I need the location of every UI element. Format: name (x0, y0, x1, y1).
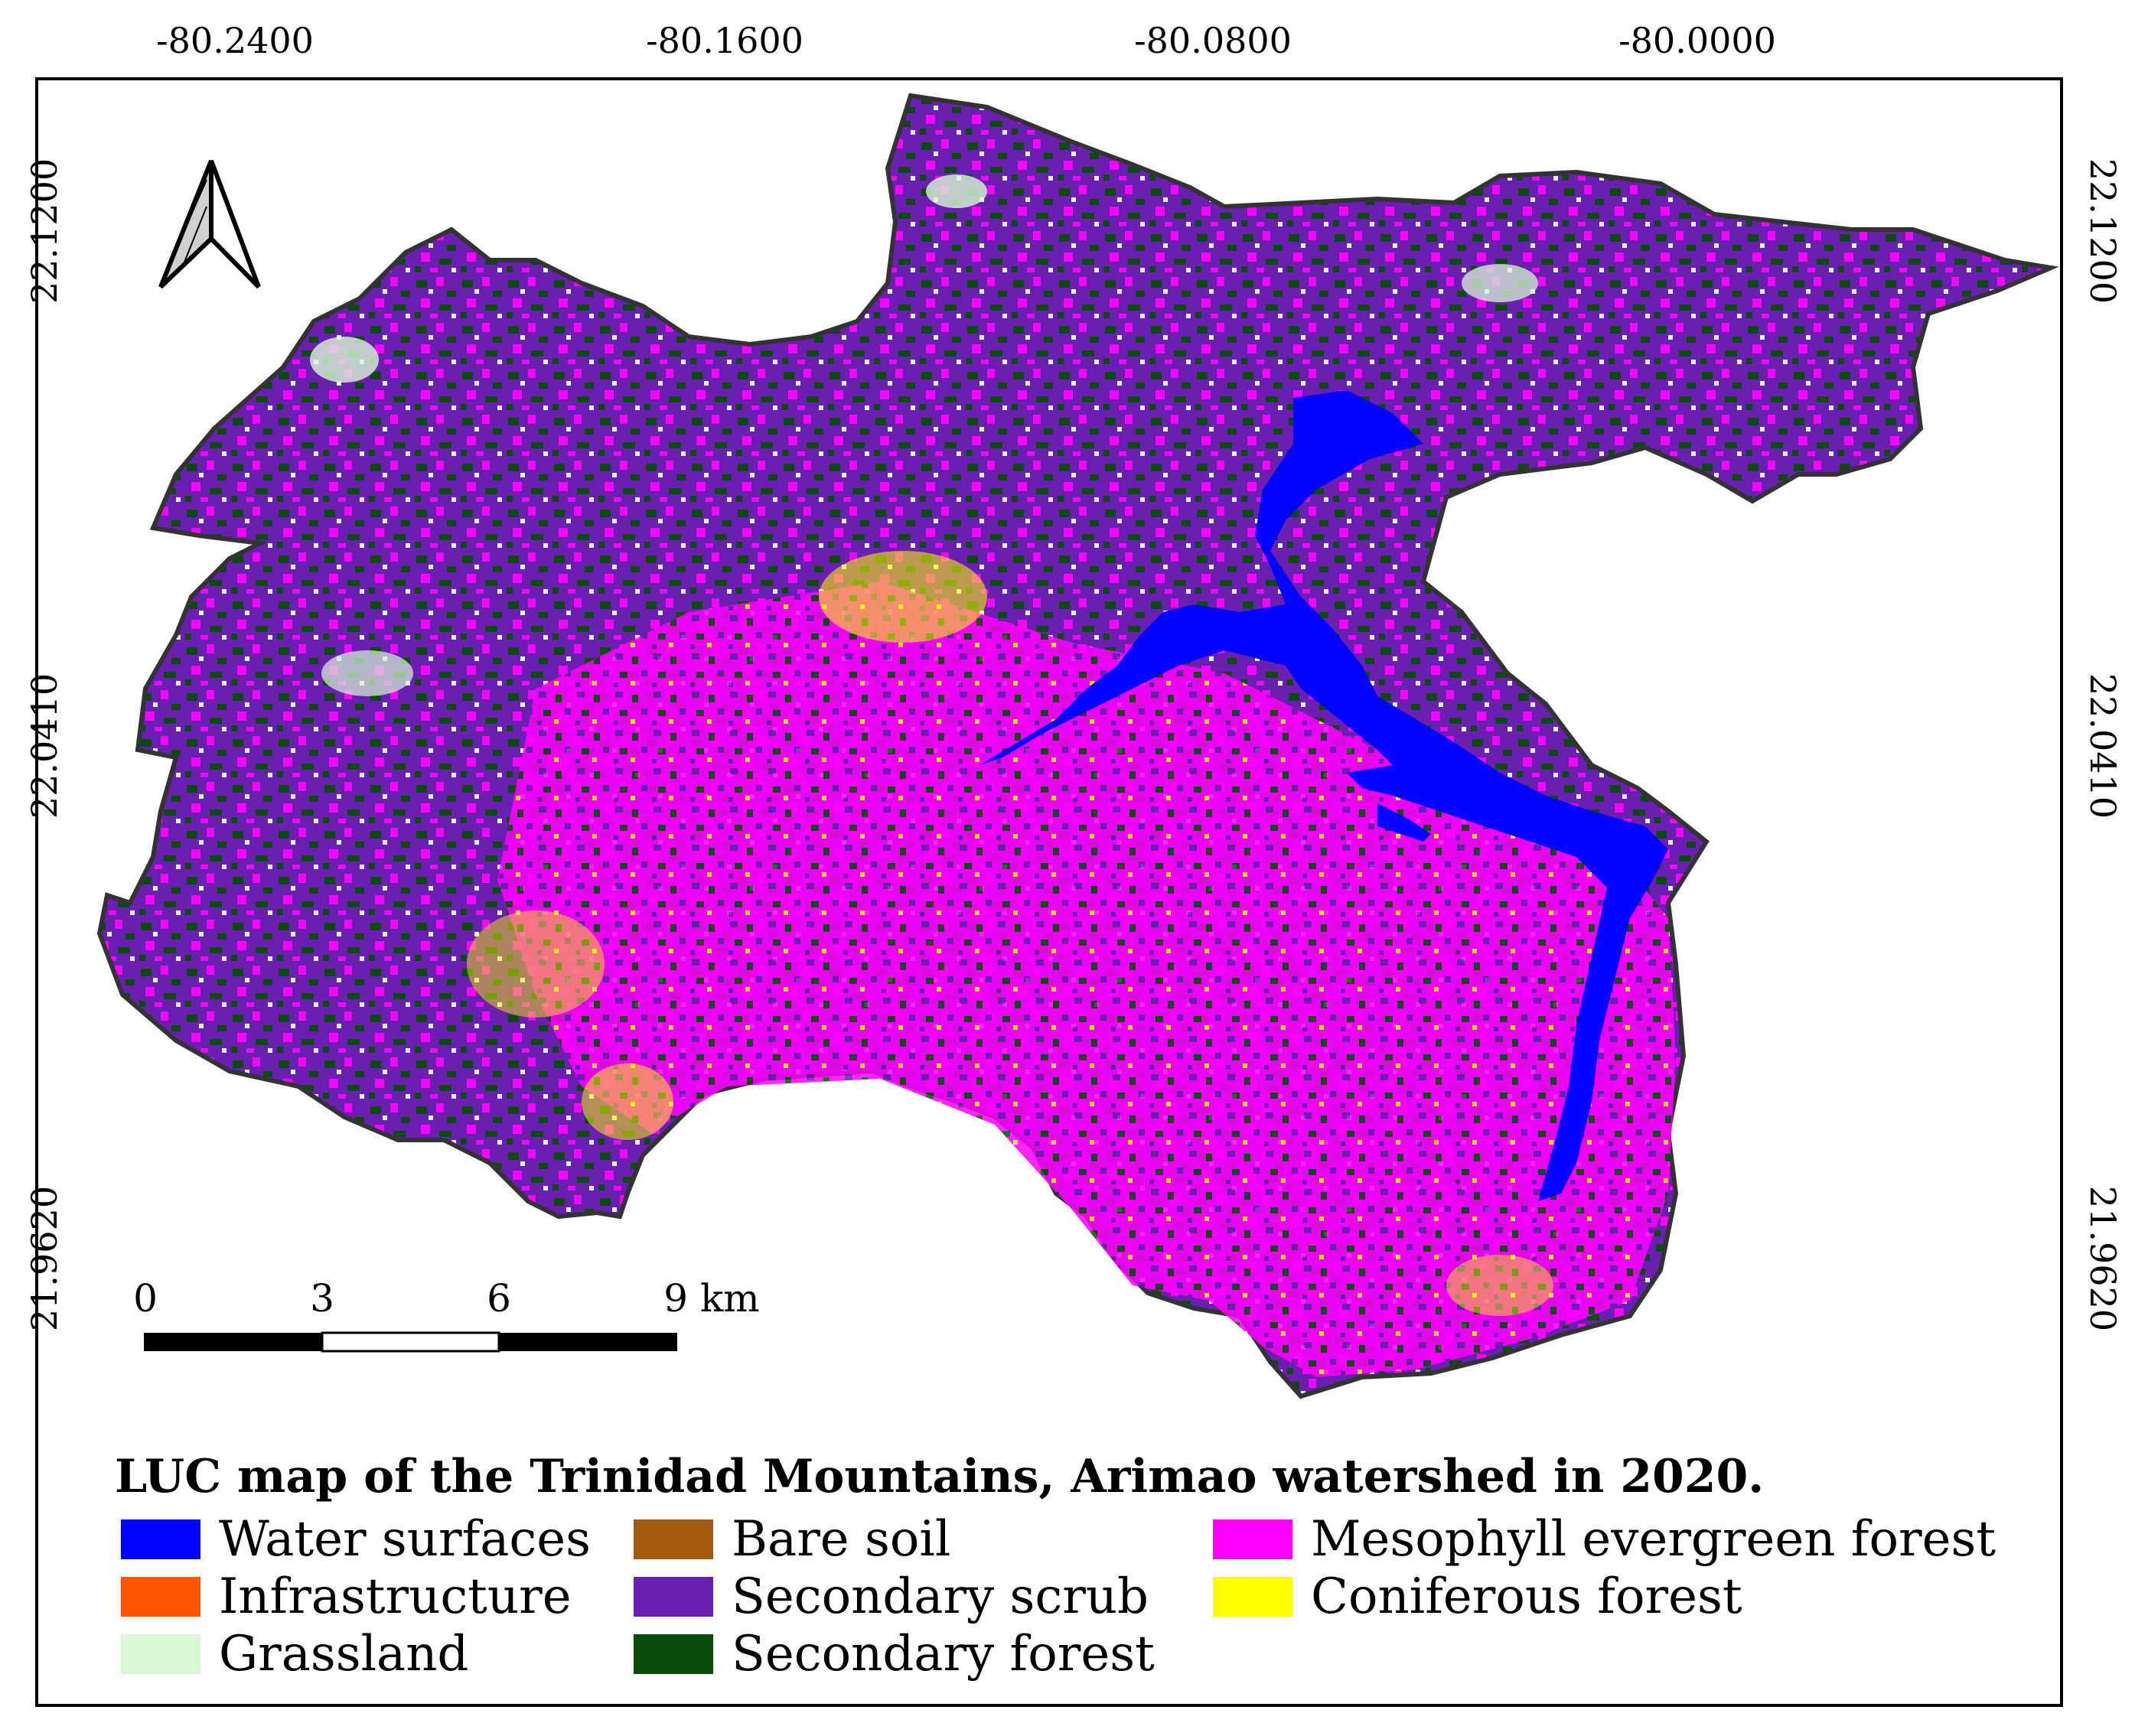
legend-title: LUC map of the Trinidad Mountains, Arima… (115, 1450, 1765, 1503)
legend-swatch-water (121, 1519, 200, 1559)
legend-swatch-mesophyll (1213, 1519, 1292, 1559)
grassland-patch (926, 174, 987, 208)
grassland-patch (321, 650, 413, 696)
legend-label-coniferous: Coniferous forest (1311, 1568, 1742, 1625)
scale-label-6: 6 (487, 1276, 511, 1321)
scale-label-9: 9 km (663, 1276, 760, 1321)
legend-label-secondary-forest: Secondary forest (732, 1626, 1155, 1682)
legend-swatch-secondary-scrub (634, 1577, 713, 1617)
legend-swatch-secondary-forest (634, 1634, 713, 1674)
reservoir-arm (1377, 803, 1431, 842)
scale-bar (144, 1331, 677, 1353)
coniferous-patch (582, 1063, 673, 1140)
legend-swatch-grassland (121, 1634, 200, 1674)
coniferous-patch (819, 551, 987, 643)
lon-tick-3: -80.0800 (1134, 20, 1292, 61)
lon-tick-4: -80.0000 (1618, 20, 1776, 61)
coniferous-patch (1446, 1255, 1553, 1316)
lon-tick-1: -80.2400 (156, 20, 314, 61)
legend-swatch-coniferous (1213, 1577, 1292, 1617)
scale-label-3: 3 (310, 1276, 334, 1321)
lon-tick-2: -80.1600 (646, 20, 803, 61)
legend-label-secondary-scrub: Secondary scrub (732, 1568, 1149, 1625)
legend-label-mesophyll: Mesophyll evergreen forest (1311, 1511, 1996, 1568)
legend-swatch-bare-soil (634, 1519, 713, 1559)
north-arrow-icon (158, 159, 261, 289)
coniferous-patch (467, 910, 605, 1018)
legend-label-water: Water surfaces (219, 1511, 591, 1568)
map-frame (35, 77, 2063, 1707)
reservoir-water (979, 390, 1668, 1201)
legend-swatch-infrastructure (121, 1577, 200, 1617)
legend-label-infrastructure: Infrastructure (219, 1568, 572, 1625)
grassland-patch (310, 337, 379, 383)
grassland-patch (1462, 264, 1538, 302)
scale-label-0: 0 (133, 1276, 158, 1321)
legend-label-bare-soil: Bare soil (732, 1511, 951, 1568)
legend-label-grassland: Grassland (219, 1626, 469, 1682)
